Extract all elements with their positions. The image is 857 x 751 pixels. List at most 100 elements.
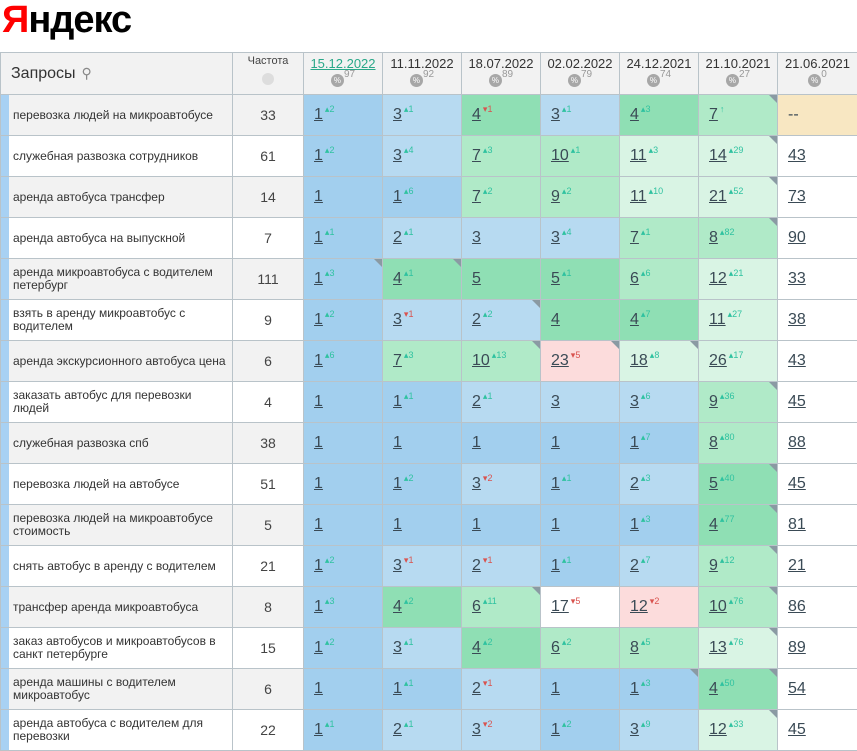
position-link[interactable]: 1: [314, 516, 323, 533]
position-link[interactable]: 4: [709, 516, 718, 533]
position-link[interactable]: 3: [630, 721, 639, 738]
position-link[interactable]: 1: [314, 639, 323, 656]
position-link[interactable]: 1: [314, 229, 323, 246]
position-cell[interactable]: 3▴6: [620, 382, 699, 423]
position-link[interactable]: 10: [472, 352, 490, 369]
position-link[interactable]: 3: [393, 557, 402, 574]
position-link[interactable]: 3: [393, 106, 402, 123]
position-link[interactable]: 10: [709, 598, 727, 615]
position-cell[interactable]: 1: [541, 423, 620, 464]
position-link[interactable]: 18: [630, 352, 648, 369]
position-link[interactable]: 3: [551, 106, 560, 123]
position-link[interactable]: 14: [709, 147, 727, 164]
position-cell[interactable]: 1▴2: [383, 464, 462, 505]
search-icon[interactable]: ⚲: [82, 65, 92, 81]
position-link[interactable]: 6: [472, 598, 481, 615]
position-link[interactable]: 2: [393, 721, 402, 738]
position-cell[interactable]: 81: [778, 505, 857, 546]
position-link[interactable]: 10: [551, 147, 569, 164]
note-corner-icon[interactable]: [532, 587, 540, 595]
frequency-header[interactable]: Частота: [233, 53, 304, 95]
position-cell[interactable]: 1▴2: [304, 136, 383, 177]
position-cell[interactable]: 6▴11: [462, 587, 541, 628]
position-link[interactable]: 1: [393, 516, 402, 533]
position-link[interactable]: 6: [630, 270, 639, 287]
position-cell[interactable]: 10▴13: [462, 341, 541, 382]
position-link[interactable]: 12: [630, 598, 648, 615]
position-cell[interactable]: 1: [541, 669, 620, 710]
position-link[interactable]: 1: [630, 680, 639, 697]
position-link[interactable]: 1: [393, 475, 402, 492]
note-corner-icon[interactable]: [453, 259, 461, 267]
position-cell[interactable]: 10▴76: [699, 587, 778, 628]
position-cell[interactable]: 1▴1: [304, 710, 383, 751]
position-cell[interactable]: 43: [778, 341, 857, 382]
position-cell[interactable]: 2▴1: [462, 382, 541, 423]
position-link[interactable]: 1: [314, 557, 323, 574]
position-cell[interactable]: 26▴17: [699, 341, 778, 382]
position-link[interactable]: 3: [472, 229, 481, 246]
position-cell[interactable]: 4▾1: [462, 95, 541, 136]
note-corner-icon[interactable]: [769, 669, 777, 677]
position-link[interactable]: 21: [709, 188, 727, 205]
position-link[interactable]: 21: [788, 557, 806, 574]
position-cell[interactable]: 3▾1: [383, 300, 462, 341]
position-link[interactable]: 54: [788, 680, 806, 697]
note-corner-icon[interactable]: [769, 136, 777, 144]
position-cell[interactable]: 1▴2: [304, 546, 383, 587]
note-corner-icon[interactable]: [769, 382, 777, 390]
position-link[interactable]: 2: [472, 557, 481, 574]
position-cell[interactable]: 88: [778, 423, 857, 464]
position-link[interactable]: 73: [788, 188, 806, 205]
position-cell[interactable]: 12▴21: [699, 259, 778, 300]
position-cell[interactable]: 5▴1: [541, 259, 620, 300]
position-link[interactable]: 43: [788, 352, 806, 369]
position-link[interactable]: 3: [393, 147, 402, 164]
position-cell[interactable]: 1▴6: [304, 341, 383, 382]
position-link[interactable]: 4: [472, 106, 481, 123]
position-cell[interactable]: 4▴3: [620, 95, 699, 136]
position-cell[interactable]: --: [778, 95, 857, 136]
position-link[interactable]: 81: [788, 516, 806, 533]
note-corner-icon[interactable]: [769, 710, 777, 718]
position-link[interactable]: 7: [472, 147, 481, 164]
position-link[interactable]: 1: [472, 434, 481, 451]
position-link[interactable]: 7: [630, 229, 639, 246]
position-cell[interactable]: 7▴1: [620, 218, 699, 259]
date-column-header[interactable]: 21.10.2021%27: [699, 53, 778, 95]
position-link[interactable]: 11: [630, 188, 647, 205]
position-cell[interactable]: 2▴3: [620, 464, 699, 505]
position-cell[interactable]: 33: [778, 259, 857, 300]
position-link[interactable]: 45: [788, 721, 806, 738]
position-link[interactable]: 3: [630, 393, 639, 410]
position-cell[interactable]: 2▾1: [462, 669, 541, 710]
position-cell[interactable]: 86: [778, 587, 857, 628]
position-cell[interactable]: 1: [304, 669, 383, 710]
note-corner-icon[interactable]: [769, 95, 777, 103]
position-cell[interactable]: 4▴77: [699, 505, 778, 546]
position-cell[interactable]: 21: [778, 546, 857, 587]
position-cell[interactable]: 3▴9: [620, 710, 699, 751]
position-cell[interactable]: 3▴1: [383, 628, 462, 669]
date-column-header[interactable]: 11.11.2022%92: [383, 53, 462, 95]
position-cell[interactable]: 1: [304, 382, 383, 423]
position-cell[interactable]: 7▴2: [462, 177, 541, 218]
position-link[interactable]: 1: [630, 516, 639, 533]
position-cell[interactable]: 3▴4: [541, 218, 620, 259]
position-link[interactable]: 12: [709, 270, 727, 287]
position-cell[interactable]: 1: [304, 177, 383, 218]
note-corner-icon[interactable]: [532, 341, 540, 349]
note-corner-icon[interactable]: [769, 177, 777, 185]
position-link[interactable]: 4: [393, 598, 402, 615]
position-link[interactable]: 4: [472, 639, 481, 656]
position-link[interactable]: 1: [472, 516, 481, 533]
position-cell[interactable]: 9▴36: [699, 382, 778, 423]
position-cell[interactable]: 12▾2: [620, 587, 699, 628]
position-cell[interactable]: 9▴2: [541, 177, 620, 218]
position-link[interactable]: 1: [393, 188, 402, 205]
position-link[interactable]: 7: [472, 188, 481, 205]
position-link[interactable]: 1: [314, 721, 323, 738]
position-cell[interactable]: 1▴1: [383, 382, 462, 423]
position-link[interactable]: 1: [551, 557, 560, 574]
position-cell[interactable]: 3: [462, 218, 541, 259]
